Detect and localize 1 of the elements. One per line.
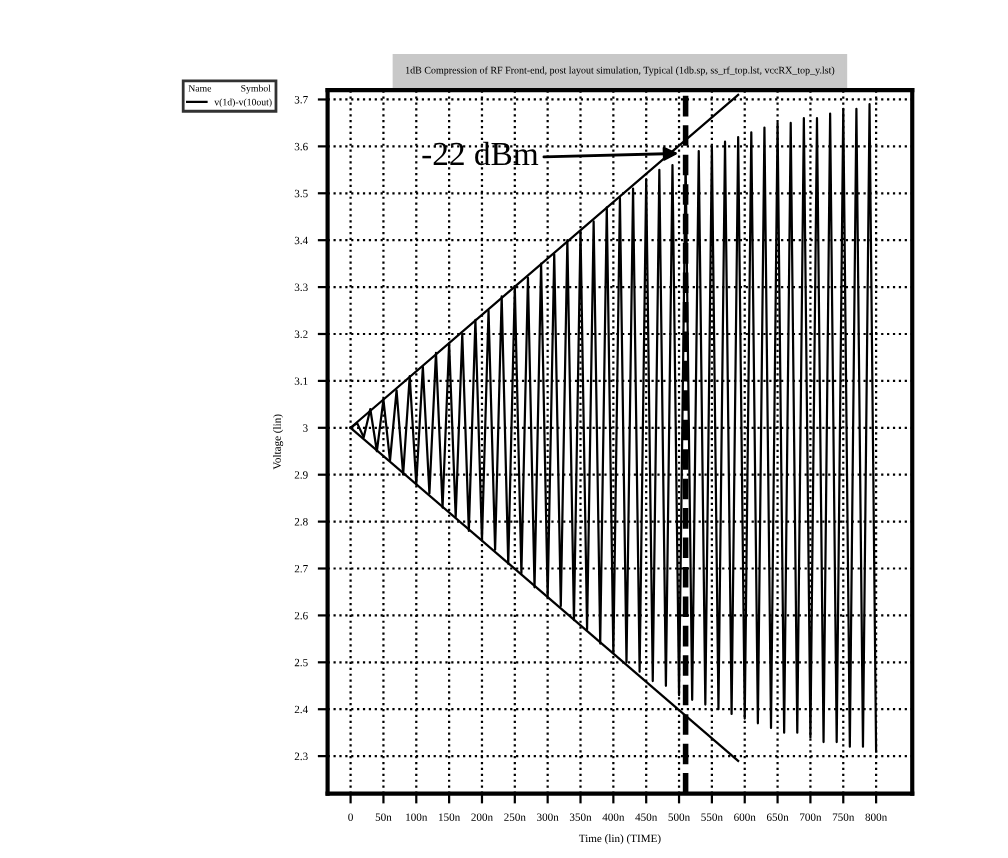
annotation: -22 dBm [422, 141, 539, 166]
